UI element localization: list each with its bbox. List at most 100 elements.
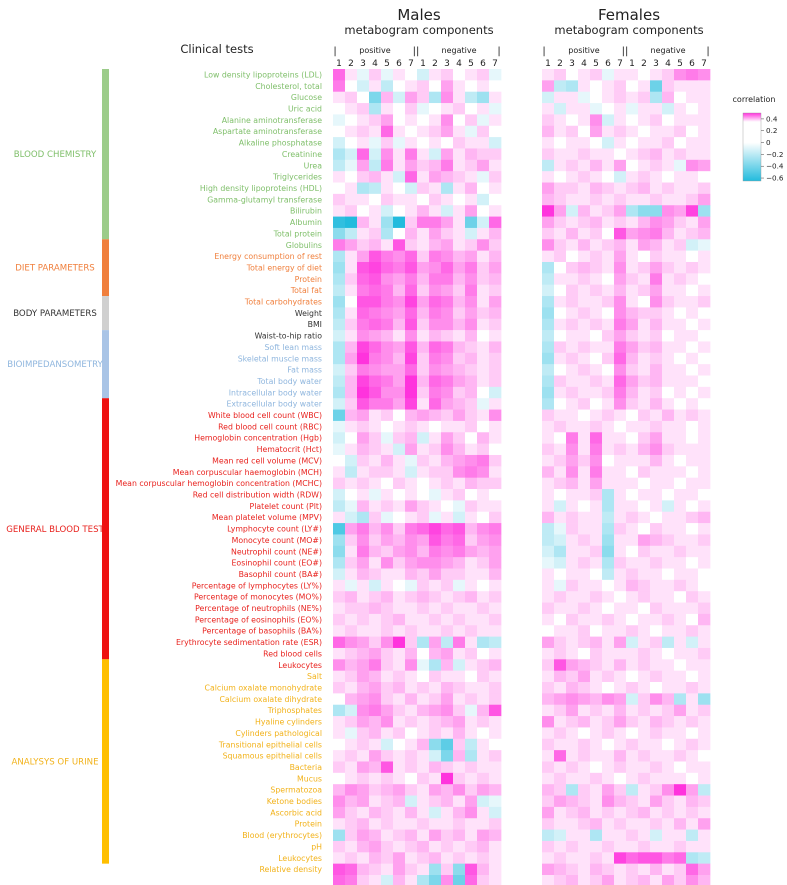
cell-males-15-7 — [417, 239, 430, 251]
cell-males-38-13 — [489, 500, 502, 513]
cell-females-43-13 — [698, 557, 711, 569]
cell-females-69-2 — [566, 852, 579, 864]
cell-females-29-6 — [614, 398, 627, 410]
cell-males-59-0 — [333, 738, 346, 751]
cell-males-56-7 — [417, 704, 430, 717]
cell-females-30-4 — [590, 409, 603, 422]
cell-females-17-10 — [662, 261, 675, 274]
row-label-38: Platelet count (Plt) — [250, 502, 322, 511]
cell-males-63-2 — [357, 784, 370, 796]
cell-females-68-4 — [590, 840, 603, 853]
cell-females-39-4 — [590, 511, 603, 524]
cell-males-45-9 — [441, 579, 454, 592]
cell-males-20-8 — [429, 296, 442, 308]
cell-females-38-10 — [662, 500, 675, 513]
cell-males-44-9 — [441, 568, 454, 581]
cell-males-8-9 — [441, 159, 454, 172]
cell-females-33-0 — [542, 443, 555, 456]
cell-females-29-5 — [602, 398, 615, 410]
cell-males-43-13 — [489, 557, 502, 569]
cell-females-4-10 — [662, 114, 675, 127]
cell-females-50-0 — [542, 636, 555, 649]
cell-males-62-12 — [477, 772, 490, 785]
cell-females-54-5 — [602, 682, 615, 694]
cell-males-2-5 — [393, 91, 406, 104]
cell-males-3-6 — [405, 103, 418, 115]
cell-males-45-3 — [369, 579, 382, 592]
cell-males-52-10 — [453, 659, 466, 672]
cell-females-25-5 — [602, 352, 615, 365]
cell-females-66-4 — [590, 818, 603, 830]
cell-males-61-10 — [453, 761, 466, 774]
cell-females-17-13 — [698, 261, 711, 274]
row-label-20: Total carbohydrates — [244, 298, 322, 307]
cell-males-12-2 — [357, 205, 370, 217]
cell-males-0-8 — [429, 69, 442, 81]
row-label-57: Hyaline cylinders — [255, 718, 322, 727]
cell-females-34-8 — [638, 454, 651, 467]
cell-males-24-12 — [477, 341, 490, 354]
cell-males-38-7 — [417, 500, 430, 513]
cell-females-29-1 — [554, 398, 567, 410]
cell-females-28-11 — [674, 386, 687, 399]
cell-females-69-11 — [674, 852, 687, 864]
cell-males-11-7 — [417, 193, 430, 206]
cell-females-16-6 — [614, 250, 627, 263]
cell-males-50-0 — [333, 636, 346, 649]
cell-males-1-2 — [357, 80, 370, 93]
cell-males-2-6 — [405, 91, 418, 104]
cell-females-70-10 — [662, 863, 675, 876]
cell-males-5-7 — [417, 125, 430, 138]
cell-females-20-12 — [686, 296, 699, 308]
cell-males-35-8 — [429, 466, 442, 479]
cell-males-5-5 — [393, 125, 406, 138]
cell-females-28-13 — [698, 386, 711, 399]
cell-males-22-13 — [489, 318, 502, 331]
cell-males-67-13 — [489, 829, 502, 842]
cell-males-8-11 — [465, 159, 478, 172]
cell-females-54-9 — [650, 682, 663, 694]
cell-females-4-12 — [686, 114, 699, 127]
cell-males-58-10 — [453, 727, 466, 740]
cell-males-1-11 — [465, 80, 478, 93]
cell-females-47-7 — [626, 602, 639, 615]
cell-females-56-4 — [590, 704, 603, 717]
cell-males-70-4 — [381, 863, 394, 876]
row-label-1: Cholesterol, total — [255, 82, 322, 91]
cell-males-25-2 — [357, 352, 370, 365]
cell-females-46-6 — [614, 591, 627, 603]
cell-males-33-1 — [345, 443, 358, 456]
cell-males-29-3 — [369, 398, 382, 410]
cell-females-61-10 — [662, 761, 675, 774]
cell-females-18-12 — [686, 273, 699, 286]
cell-males-4-6 — [405, 114, 418, 127]
cell-females-45-10 — [662, 579, 675, 592]
cell-males-57-1 — [345, 716, 358, 728]
cell-males-47-0 — [333, 602, 346, 615]
cell-females-11-10 — [662, 193, 675, 206]
row-label-64: Ketone bodies — [267, 797, 322, 806]
cell-males-65-7 — [417, 806, 430, 819]
row-label-14: Total protein — [273, 229, 322, 238]
cell-males-53-2 — [357, 670, 370, 683]
cell-females-53-8 — [638, 670, 651, 683]
cell-females-49-8 — [638, 625, 651, 637]
cell-males-49-9 — [441, 625, 454, 637]
cell-females-49-4 — [590, 625, 603, 637]
cell-males-42-4 — [381, 545, 394, 558]
cell-females-39-13 — [698, 511, 711, 524]
cell-females-16-7 — [626, 250, 639, 263]
cell-males-36-5 — [393, 477, 406, 490]
group-label-4: GENERAL BLOOD TEST — [6, 525, 104, 535]
cell-females-0-12 — [686, 69, 699, 81]
cell-females-14-4 — [590, 227, 603, 240]
cell-males-14-1 — [345, 227, 358, 240]
cell-males-14-8 — [429, 227, 442, 240]
cell-males-40-11 — [465, 523, 478, 535]
cell-females-63-0 — [542, 784, 555, 796]
cell-males-27-5 — [393, 375, 406, 388]
cell-males-50-10 — [453, 636, 466, 649]
legend-tick-label-5: −0.6 — [766, 174, 784, 183]
cell-males-49-7 — [417, 625, 430, 637]
cell-females-38-6 — [614, 500, 627, 513]
